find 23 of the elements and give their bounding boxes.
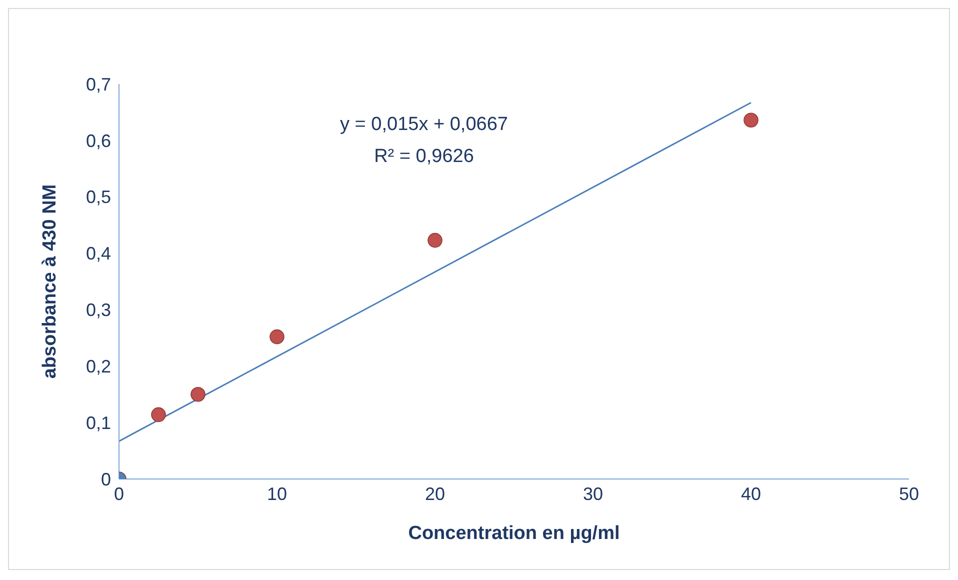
y-tick-label: 0,7 — [86, 74, 111, 94]
point — [151, 407, 166, 422]
point — [744, 112, 758, 128]
y-tick-label: 0,3 — [86, 300, 111, 320]
y-tick-label: 0,5 — [86, 187, 111, 208]
x-tick-label: 40 — [740, 484, 762, 504]
y-axis-title: absorbance à 430 NM — [40, 184, 61, 379]
y-tick-label: 0,6 — [86, 130, 111, 151]
point — [190, 386, 206, 402]
annotation: R² = 0,9626 — [373, 145, 475, 169]
point — [270, 329, 284, 344]
x-tick-label: 0 — [114, 484, 124, 504]
x-tick-label: 50 — [898, 484, 920, 504]
x-tick-label: 30 — [582, 484, 604, 504]
x-tick-label: 10 — [266, 484, 288, 504]
x-axis-title: Concentration en µg/ml — [408, 523, 620, 544]
point — [428, 232, 442, 248]
y-tick-label: 0,2 — [86, 356, 111, 377]
y-tick-label: 0 — [100, 469, 111, 490]
x-tick-label: 20 — [424, 484, 446, 504]
y-tick-label: 0,1 — [86, 412, 111, 433]
y-tick-label: 0,4 — [86, 244, 111, 264]
annotation: y = 0,015x + 0,0667 — [339, 113, 509, 137]
